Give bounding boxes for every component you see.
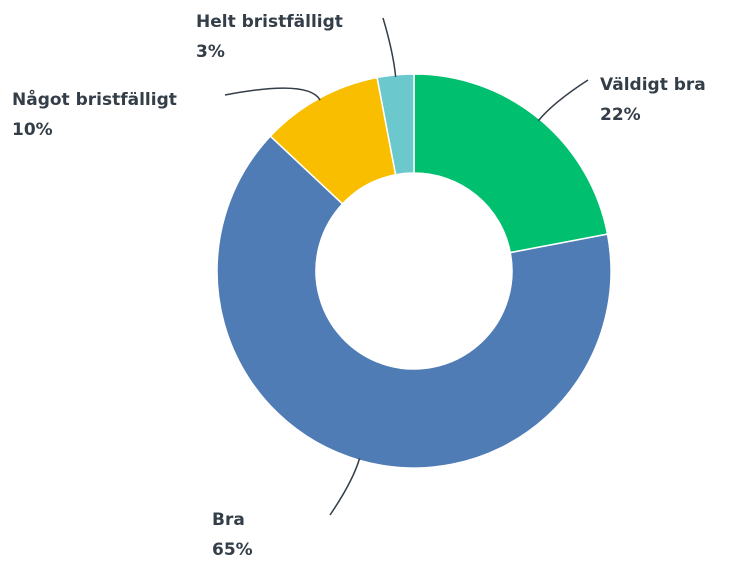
donut-slice	[376, 73, 415, 176]
leader-line	[382, 17, 397, 77]
slice-value: 10%	[12, 120, 53, 140]
leader-line	[537, 79, 589, 122]
slice-value: 22%	[600, 105, 641, 125]
slice-label: Bra	[212, 510, 245, 530]
slice-label: Något bristfälligt	[12, 88, 177, 110]
slice-label: Väldigt bra	[600, 75, 706, 95]
donut-slice	[216, 135, 612, 469]
leader-line	[329, 458, 361, 516]
leader-line	[224, 87, 321, 101]
slice-value: 65%	[212, 540, 253, 560]
donut-slice	[413, 73, 609, 254]
slice-value: 3%	[196, 42, 225, 62]
slice-label: Helt bristfälligt	[196, 12, 343, 32]
